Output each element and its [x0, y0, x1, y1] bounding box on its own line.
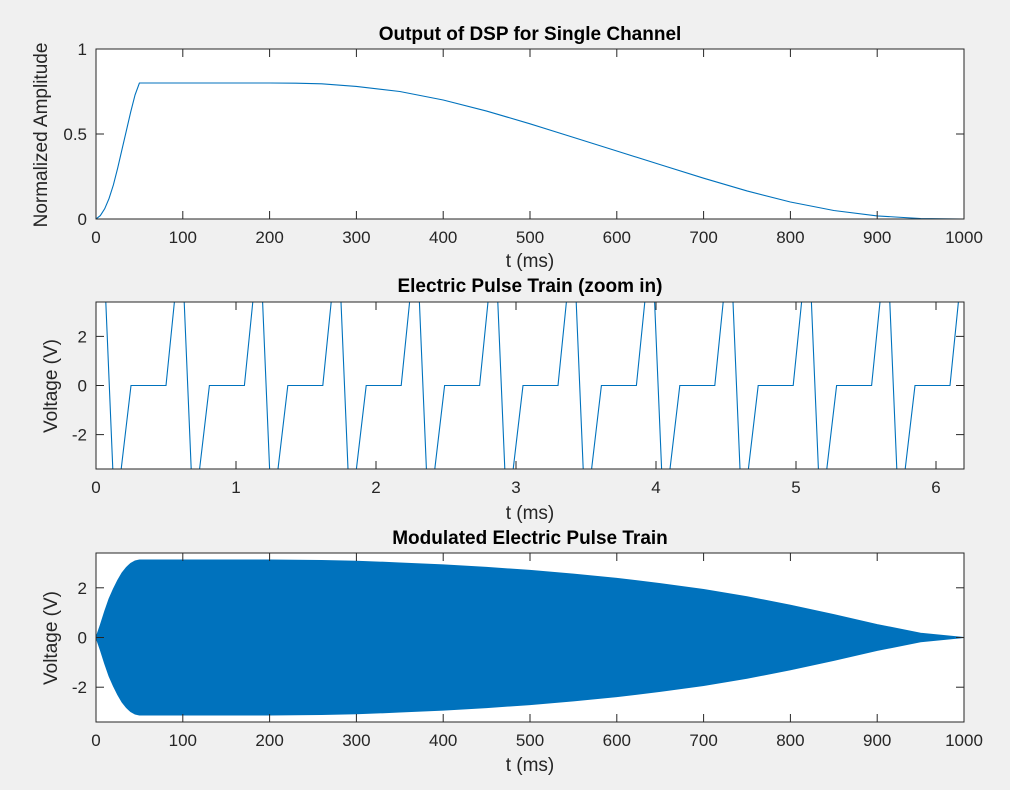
- x-tick-label: 500: [516, 731, 544, 750]
- x-tick-label: 6: [931, 478, 940, 497]
- x-tick-label: 800: [776, 228, 804, 247]
- chart-title: Output of DSP for Single Channel: [379, 24, 682, 45]
- series-line: [96, 302, 964, 469]
- x-tick-label: 900: [863, 228, 891, 247]
- x-tick-label: 2: [371, 478, 380, 497]
- y-tick-label: 0.5: [63, 125, 87, 144]
- x-axis-label: t (ms): [506, 755, 555, 776]
- x-tick-label: 600: [603, 228, 631, 247]
- x-tick-label: 700: [689, 228, 717, 247]
- x-tick-label: 400: [429, 228, 457, 247]
- x-tick-label: 100: [169, 731, 197, 750]
- x-axis-label: t (ms): [506, 503, 555, 524]
- series-line: [96, 559, 964, 716]
- y-axis-label: Voltage (V): [41, 591, 62, 685]
- plot-area: [96, 49, 964, 219]
- subplot-modulated-pulse-train: Modulated Electric Pulse Train t (ms) Vo…: [41, 528, 983, 776]
- y-tick-label: 0: [78, 629, 87, 648]
- series-line: [96, 82, 964, 219]
- x-tick-label: 0: [91, 228, 100, 247]
- x-tick-label: 1000: [945, 228, 983, 247]
- y-tick-label: -2: [72, 678, 87, 697]
- x-tick-label: 500: [516, 228, 544, 247]
- subplot-pulse-train: Electric Pulse Train (zoom in) t (ms) Vo…: [41, 276, 965, 524]
- x-tick-label: 700: [689, 731, 717, 750]
- x-tick-label: 5: [791, 478, 800, 497]
- x-axis-label: t (ms): [506, 251, 555, 272]
- x-tick-label: 100: [169, 228, 197, 247]
- y-axis-label: Normalized Amplitude: [31, 43, 52, 228]
- x-tick-label: 200: [255, 228, 283, 247]
- y-tick-label: 0: [78, 377, 87, 396]
- y-tick-label: 2: [78, 579, 87, 598]
- y-tick-label: 0: [78, 210, 87, 229]
- chart-title: Electric Pulse Train (zoom in): [397, 276, 662, 297]
- x-tick-label: 3: [511, 478, 520, 497]
- x-tick-label: 0: [91, 478, 100, 497]
- x-tick-label: 4: [651, 478, 660, 497]
- y-tick-label: 2: [78, 327, 87, 346]
- x-tick-label: 0: [91, 731, 100, 750]
- y-tick-label: -2: [72, 426, 87, 445]
- x-tick-label: 200: [255, 731, 283, 750]
- x-tick-label: 800: [776, 731, 804, 750]
- x-tick-label: 900: [863, 731, 891, 750]
- chart-title: Modulated Electric Pulse Train: [392, 528, 668, 549]
- x-tick-label: 1000: [945, 731, 983, 750]
- subplot-dsp-output: Output of DSP for Single Channel t (ms) …: [31, 24, 983, 272]
- y-tick-label: 1: [78, 40, 87, 59]
- x-tick-label: 1: [231, 478, 240, 497]
- x-tick-label: 300: [342, 731, 370, 750]
- x-tick-label: 600: [603, 731, 631, 750]
- y-axis-label: Voltage (V): [41, 339, 62, 433]
- x-tick-label: 400: [429, 731, 457, 750]
- x-tick-label: 300: [342, 228, 370, 247]
